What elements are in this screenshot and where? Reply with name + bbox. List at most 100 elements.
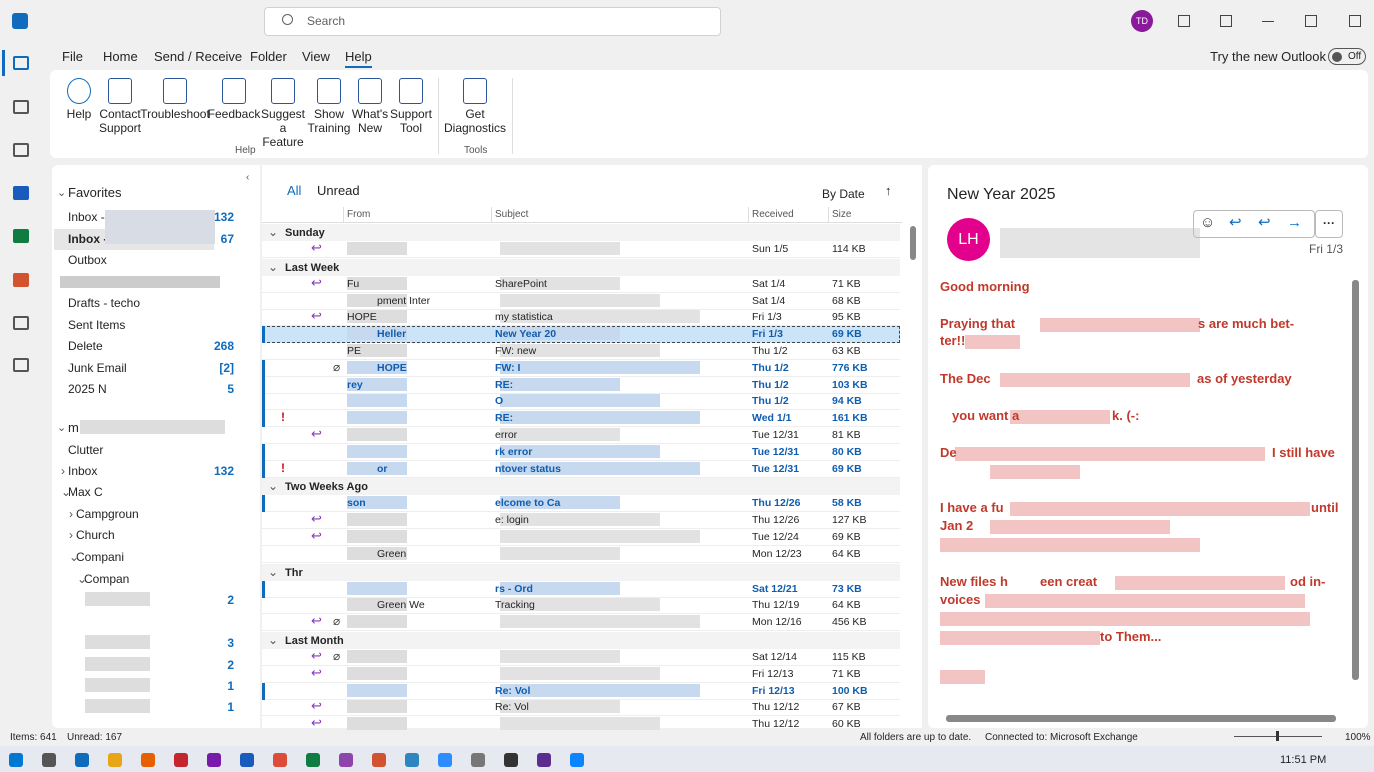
taskbar-icon[interactable]: [273, 753, 287, 767]
folder-item[interactable]: Drafts - techo: [68, 296, 141, 310]
ribbon-button[interactable]: Suggest a Feature: [259, 107, 307, 149]
column-header[interactable]: Subject: [495, 209, 529, 220]
action-button[interactable]: ☺: [1200, 214, 1216, 231]
message-row[interactable]: [262, 597, 900, 615]
ribbon-button[interactable]: Feedback: [208, 107, 261, 121]
window-button[interactable]: [1305, 15, 1317, 27]
ribbon-button[interactable]: Show Training: [304, 107, 354, 135]
taskbar-icon[interactable]: [372, 753, 386, 767]
folder-item[interactable]: 2025 N: [68, 382, 107, 396]
message-row[interactable]: [262, 427, 900, 444]
action-button[interactable]: →: [1287, 214, 1302, 231]
ribbon-button[interactable]: Contact Support: [95, 107, 145, 135]
taskbar-icon[interactable]: [174, 753, 188, 767]
message-row[interactable]: [262, 512, 900, 530]
folder-item[interactable]: Junk Email: [68, 361, 127, 375]
message-row[interactable]: [262, 309, 900, 327]
folder-item[interactable]: Inbox -: [68, 210, 105, 224]
ribbon-button[interactable]: Support Tool: [386, 107, 436, 135]
message-row[interactable]: [262, 666, 900, 683]
ribbon-button[interactable]: Help: [54, 107, 104, 121]
message-row[interactable]: [262, 546, 900, 563]
column-header[interactable]: Size: [832, 209, 852, 220]
list-tab[interactable]: Unread: [317, 183, 360, 198]
window-button[interactable]: [1178, 15, 1190, 27]
list-tab[interactable]: All: [287, 183, 302, 198]
message-row[interactable]: [262, 410, 900, 428]
menu-tab[interactable]: File: [62, 49, 83, 64]
app-icon[interactable]: [13, 186, 29, 200]
taskbar-icon[interactable]: [9, 753, 23, 767]
menu-tab[interactable]: Send / Receive: [154, 49, 243, 64]
menu-tab[interactable]: Folder: [250, 49, 287, 64]
more-button[interactable]: ···: [1315, 210, 1343, 238]
window-button[interactable]: [1262, 21, 1274, 22]
ribbon-button[interactable]: Troubleshoot: [140, 107, 210, 121]
taskbar-icon[interactable]: [306, 753, 320, 767]
message-row[interactable]: [262, 716, 900, 734]
folder-item[interactable]: Campgroun: [76, 507, 139, 521]
folder-item[interactable]: Outbox: [68, 253, 107, 267]
taskbar-icon[interactable]: [438, 753, 452, 767]
message-row[interactable]: [262, 461, 900, 478]
app-icon[interactable]: [13, 56, 29, 70]
menu-tab[interactable]: View: [302, 49, 330, 64]
message-row[interactable]: [262, 360, 900, 377]
message-row[interactable]: [262, 683, 900, 700]
column-header[interactable]: Received: [752, 209, 794, 220]
folder-item[interactable]: Max C: [68, 485, 103, 499]
folder-item[interactable]: Inbox: [68, 464, 98, 478]
search-box[interactable]: [264, 7, 721, 36]
taskbar-icon[interactable]: [141, 753, 155, 767]
taskbar-icon[interactable]: [570, 753, 584, 767]
message-row[interactable]: [262, 495, 900, 513]
message-row[interactable]: [262, 444, 900, 461]
message-row[interactable]: [262, 649, 900, 666]
folder-item[interactable]: Sent Items: [68, 318, 126, 332]
ribbon-button[interactable]: What's New: [345, 107, 395, 135]
window-button[interactable]: [1349, 15, 1361, 27]
folder-item[interactable]: Compan: [84, 572, 130, 586]
taskbar-icon[interactable]: [405, 753, 419, 767]
app-icon[interactable]: [13, 143, 29, 157]
folder-item[interactable]: Compani: [76, 550, 125, 564]
message-row[interactable]: [262, 614, 900, 632]
column-header[interactable]: From: [347, 209, 371, 220]
message-row[interactable]: [262, 699, 900, 717]
message-row[interactable]: [262, 343, 900, 360]
action-button[interactable]: ↩: [1258, 214, 1271, 231]
taskbar-icon[interactable]: [42, 753, 56, 767]
taskbar-icon[interactable]: [108, 753, 122, 767]
message-row[interactable]: [262, 393, 900, 411]
app-icon[interactable]: [13, 273, 29, 287]
ribbon-button[interactable]: Get Diagnostics: [444, 107, 506, 135]
new-outlook-toggle[interactable]: Off: [1328, 48, 1366, 65]
window-button[interactable]: [1220, 15, 1232, 27]
sort-button[interactable]: By Date: [822, 187, 865, 201]
message-row[interactable]: [262, 293, 900, 310]
folder-item[interactable]: Delete: [68, 339, 103, 353]
message-row[interactable]: [262, 377, 900, 394]
app-icon[interactable]: [13, 358, 29, 372]
taskbar-icon[interactable]: [75, 753, 89, 767]
menu-tab[interactable]: Home: [103, 49, 138, 64]
taskbar-icon[interactable]: [504, 753, 518, 767]
folder-item[interactable]: Clutter: [68, 443, 104, 457]
taskbar-icon[interactable]: [339, 753, 353, 767]
taskbar-icon[interactable]: [537, 753, 551, 767]
app-icon[interactable]: [13, 229, 29, 243]
app-icon[interactable]: [13, 100, 29, 114]
message-row[interactable]: [262, 276, 900, 293]
message-row[interactable]: [262, 581, 900, 598]
message-row[interactable]: [262, 241, 900, 258]
folder-item[interactable]: Inbox -: [68, 232, 108, 246]
app-icon[interactable]: [13, 316, 29, 330]
taskbar-icon[interactable]: [471, 753, 485, 767]
taskbar-icon[interactable]: [207, 753, 221, 767]
menu-tab[interactable]: Help: [345, 50, 372, 68]
message-row[interactable]: [262, 529, 900, 546]
action-button[interactable]: ↩: [1229, 214, 1242, 231]
taskbar-icon[interactable]: [240, 753, 254, 767]
folder-item[interactable]: Church: [76, 528, 115, 542]
avatar[interactable]: TD: [1131, 10, 1153, 32]
